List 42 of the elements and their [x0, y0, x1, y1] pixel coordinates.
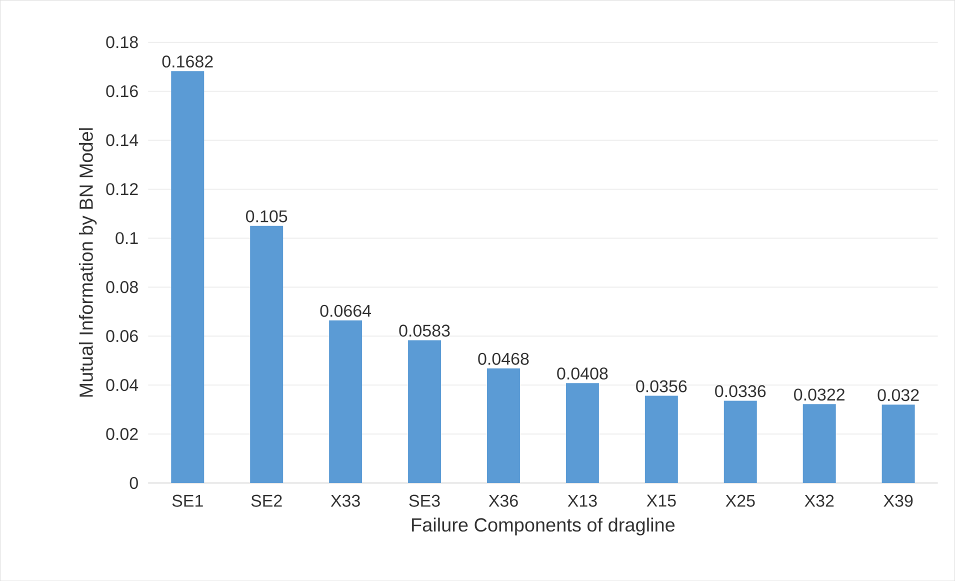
data-label: 0.0583 — [399, 324, 450, 337]
data-label: 0.0468 — [478, 352, 529, 365]
x-tick-label: X13 — [568, 494, 597, 507]
data-label: 0.0322 — [794, 388, 844, 401]
bar — [802, 404, 836, 483]
y-tick-label: 0.14 — [106, 134, 138, 146]
y-axis-title: Mutual Information by BN Model — [78, 128, 97, 397]
bar — [566, 383, 599, 483]
y-tick-label: 0.16 — [106, 85, 138, 98]
y-tick-label: 0.02 — [106, 428, 138, 440]
bar — [644, 396, 678, 483]
x-tick-label: X33 — [330, 494, 360, 507]
bar — [724, 400, 757, 483]
y-tick-label: 0.12 — [106, 183, 138, 196]
x-tick-label: SE3 — [409, 494, 440, 507]
x-axis-title: Failure Components of dragline — [412, 518, 675, 536]
x-tick-label: X15 — [646, 494, 676, 507]
x-tick-label: X39 — [884, 494, 913, 507]
bar — [329, 320, 362, 483]
x-tick-label: X25 — [726, 494, 755, 507]
y-tick-label: 0.18 — [106, 36, 138, 48]
y-tick-label: 0.06 — [106, 330, 138, 342]
x-tick-label: SE2 — [251, 494, 282, 507]
y-tick-label: 0.1 — [116, 232, 138, 244]
data-label: 0.032 — [878, 388, 919, 402]
data-label: 0.0336 — [715, 385, 766, 398]
y-tick-label: 0.08 — [106, 280, 138, 294]
data-label: 0.0664 — [320, 304, 372, 317]
data-label: 0.1682 — [162, 55, 213, 68]
x-tick-label: X36 — [488, 494, 518, 507]
bar — [408, 340, 442, 483]
y-tick-label: 0.04 — [106, 378, 138, 391]
bar — [882, 404, 915, 483]
y-tick-label: 0 — [130, 476, 138, 489]
x-tick-label: SE1 — [172, 494, 203, 507]
bar — [171, 70, 204, 483]
bar — [250, 226, 284, 483]
data-label: 0.0408 — [557, 367, 608, 380]
x-tick-label: X32 — [804, 494, 834, 507]
data-label: 0.0356 — [636, 380, 687, 392]
data-label: 0.105 — [246, 210, 288, 222]
bar — [487, 368, 520, 483]
